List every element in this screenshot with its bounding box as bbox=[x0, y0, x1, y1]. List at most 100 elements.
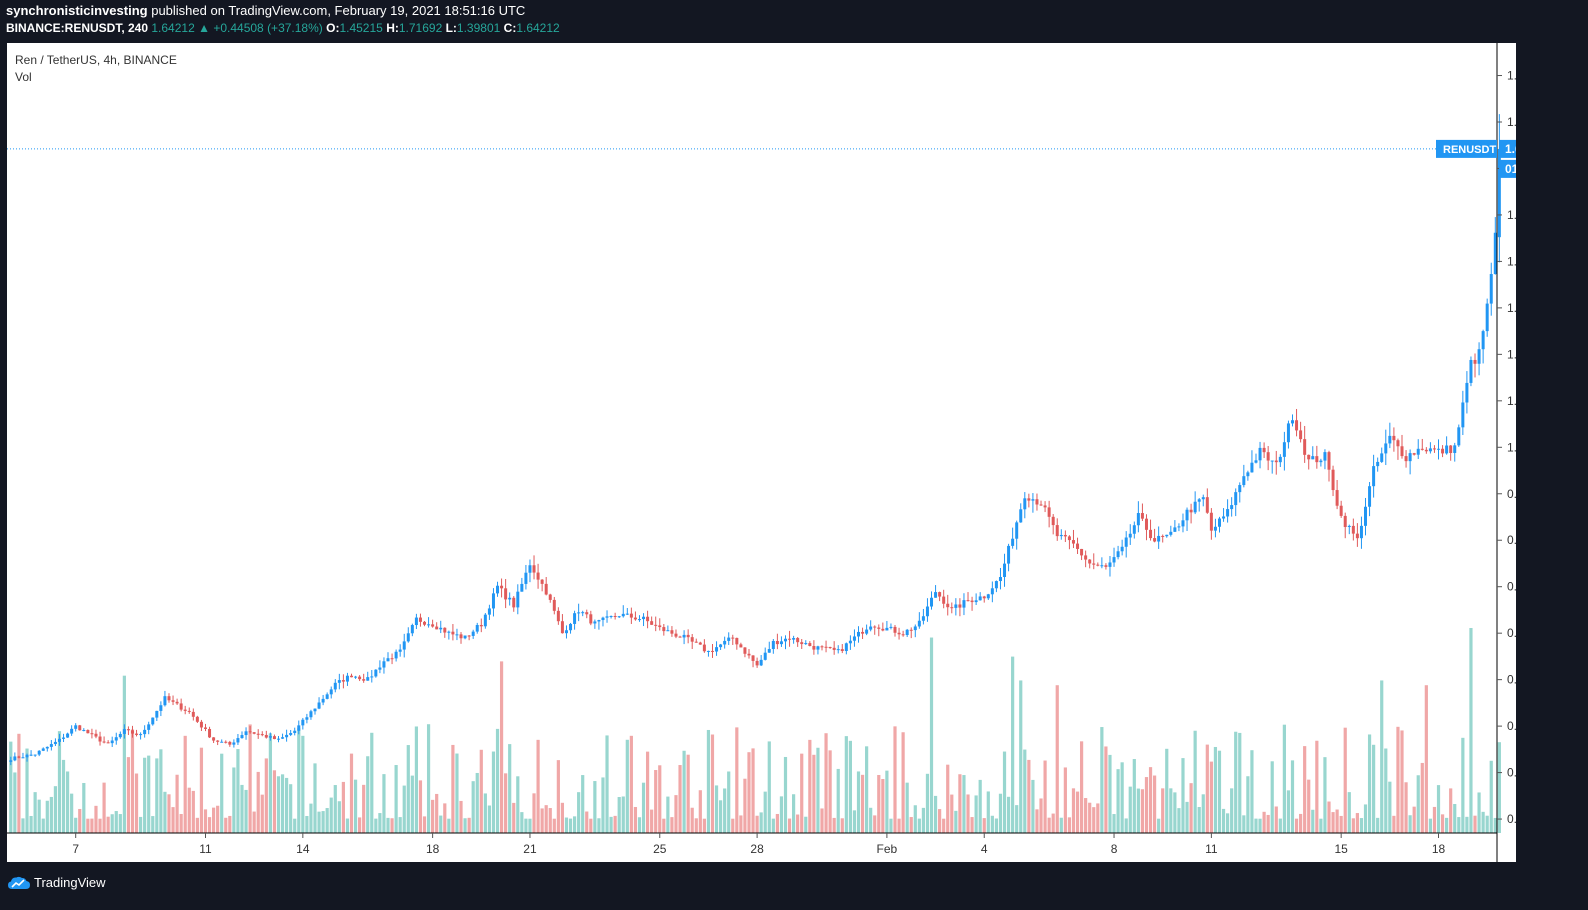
volume-bar bbox=[601, 777, 605, 833]
volume-bar bbox=[958, 774, 962, 833]
volume-bar bbox=[877, 774, 881, 833]
volume-bar bbox=[1185, 801, 1189, 833]
candle-body bbox=[1481, 331, 1485, 350]
volume-bar bbox=[662, 818, 666, 833]
publisher-name[interactable]: synchronisticinvesting bbox=[6, 3, 148, 18]
volume-bar bbox=[1221, 808, 1226, 833]
candle-body bbox=[90, 733, 94, 735]
volume-bar bbox=[187, 787, 191, 833]
candle-body bbox=[1347, 525, 1351, 528]
candle-body bbox=[423, 621, 427, 625]
candle-body bbox=[21, 757, 25, 759]
candle-body bbox=[962, 600, 966, 608]
candle-body bbox=[1193, 501, 1197, 513]
volume-bar bbox=[775, 813, 779, 833]
candle-body bbox=[1165, 534, 1169, 537]
candle-body bbox=[313, 708, 317, 712]
volume-bar bbox=[767, 741, 771, 833]
volume-bar bbox=[564, 817, 569, 833]
volume-bar bbox=[301, 735, 305, 833]
tradingview-logo[interactable]: TradingView bbox=[8, 875, 106, 890]
candle-body bbox=[852, 636, 856, 641]
volume-bar bbox=[637, 817, 642, 833]
candle-body bbox=[94, 733, 98, 737]
candle-body bbox=[747, 653, 751, 656]
volume-bar bbox=[714, 785, 719, 833]
volume-bar bbox=[1254, 818, 1258, 833]
candle-body bbox=[1384, 443, 1388, 454]
price-tick-label: 0.50000 bbox=[1507, 673, 1516, 687]
volume-bar bbox=[1067, 817, 1072, 833]
candle-body bbox=[333, 682, 337, 690]
volume-bar bbox=[909, 817, 913, 833]
candle-body bbox=[1380, 453, 1384, 462]
candle-body bbox=[70, 728, 74, 734]
candle-body bbox=[710, 650, 714, 652]
volume-bar bbox=[678, 765, 682, 833]
candle-body bbox=[1169, 531, 1173, 535]
volume-bar bbox=[353, 779, 358, 833]
candle-body bbox=[893, 626, 897, 633]
candle-body bbox=[1213, 526, 1217, 531]
candle-body bbox=[337, 680, 341, 683]
volume-bar bbox=[528, 818, 532, 833]
ohlc-line: BINANCE:RENUSDT, 240 1.64212 ▲ +0.44508 … bbox=[6, 21, 560, 35]
volume-bar bbox=[426, 724, 431, 833]
volume-bar bbox=[268, 733, 272, 833]
candle-body bbox=[581, 612, 585, 614]
candle-body bbox=[601, 617, 605, 621]
candle-body bbox=[13, 756, 17, 761]
volume-bar bbox=[1177, 808, 1181, 833]
volume-bar bbox=[1481, 811, 1485, 833]
time-tick-label: 11 bbox=[1205, 842, 1218, 856]
candle-body bbox=[844, 643, 848, 651]
volume-bar bbox=[382, 774, 386, 833]
candle-body bbox=[447, 631, 451, 633]
volume-bar bbox=[674, 795, 678, 833]
candle-body bbox=[374, 669, 378, 677]
candle-body bbox=[796, 638, 800, 643]
candle-body bbox=[560, 621, 564, 634]
price-chart[interactable]: 1.800001.700001.600001.500001.400001.300… bbox=[7, 43, 1556, 862]
volume-bar bbox=[293, 818, 297, 833]
candle-body bbox=[735, 637, 739, 645]
volume-bar bbox=[873, 815, 877, 833]
volume-bar bbox=[532, 793, 536, 833]
volume-bar bbox=[609, 816, 613, 833]
volume-bar bbox=[556, 760, 560, 833]
candle-body bbox=[496, 585, 500, 594]
volume-bar bbox=[1404, 782, 1408, 833]
volume-bar bbox=[447, 818, 451, 833]
candle-body bbox=[1149, 529, 1153, 539]
candle-body bbox=[455, 634, 459, 636]
candle-body bbox=[1307, 454, 1311, 460]
candle-body bbox=[427, 624, 431, 626]
volume-bar bbox=[650, 809, 654, 833]
candle-body bbox=[1286, 423, 1290, 443]
volume-bar bbox=[122, 675, 126, 833]
volume-bar bbox=[885, 770, 889, 833]
volume-bar bbox=[240, 784, 244, 833]
candle-body bbox=[167, 696, 171, 701]
volume-bar bbox=[1084, 798, 1088, 833]
candle-body bbox=[548, 594, 552, 600]
candle-body bbox=[861, 631, 865, 634]
candle-body bbox=[840, 649, 844, 651]
open-value: 1.45215 bbox=[339, 21, 383, 35]
volume-bar bbox=[755, 815, 759, 833]
volume-bar bbox=[118, 814, 122, 833]
candle-body bbox=[1242, 476, 1246, 486]
candle-body bbox=[605, 616, 609, 618]
volume-bar bbox=[102, 782, 106, 833]
volume-bar bbox=[37, 799, 41, 833]
volume-bar bbox=[994, 818, 999, 833]
candle-body bbox=[491, 593, 495, 609]
candle-body bbox=[1039, 504, 1043, 506]
candle-body bbox=[658, 625, 662, 628]
volume-bar bbox=[1002, 751, 1007, 833]
candle-body bbox=[950, 607, 954, 609]
chart-area[interactable]: 1.800001.700001.600001.500001.400001.300… bbox=[7, 43, 1556, 862]
high-value: 1.71692 bbox=[398, 21, 443, 35]
candle-body bbox=[74, 725, 78, 729]
candle-body bbox=[240, 735, 244, 739]
